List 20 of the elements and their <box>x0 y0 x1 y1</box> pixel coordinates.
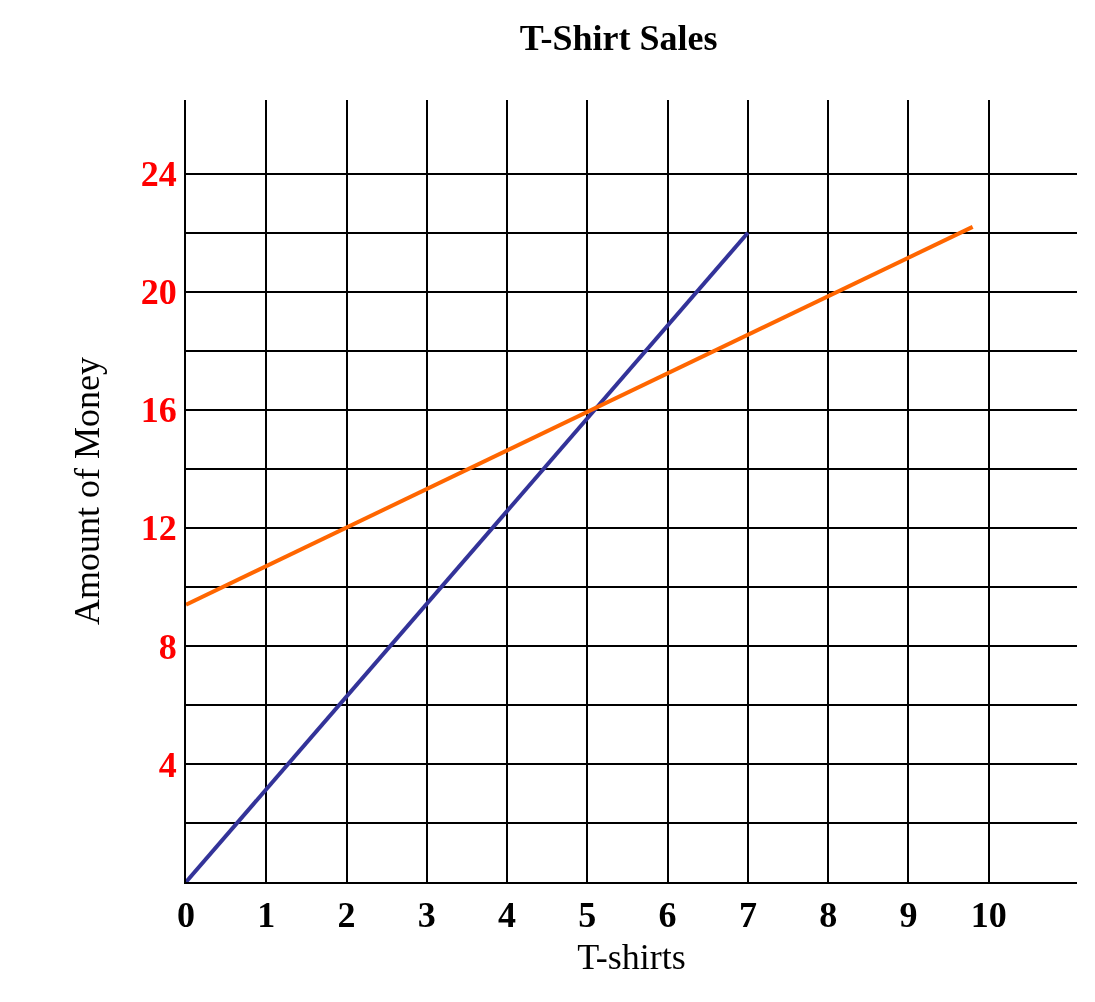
x-tick-label: 1 <box>257 895 276 936</box>
x-axis-title: T-shirts <box>577 937 686 978</box>
y-tick-label: 24 <box>140 154 177 195</box>
y-tick-label: 8 <box>158 626 177 667</box>
x-tick-label: 3 <box>417 895 436 936</box>
x-tick-label: 0 <box>177 895 195 936</box>
x-tick-label: 5 <box>578 895 597 936</box>
x-tick-label: 4 <box>498 895 517 936</box>
x-tick-label: 6 <box>658 895 677 936</box>
chart-title: T-Shirt Sales <box>519 18 718 59</box>
y-tick-label: 20 <box>140 272 177 313</box>
y-tick-label: 4 <box>158 744 177 785</box>
y-tick-label: 16 <box>140 390 177 431</box>
y-tick-label: 12 <box>140 508 177 549</box>
x-tick-label: 2 <box>337 895 356 936</box>
x-tick-label: 7 <box>738 895 757 936</box>
x-tick-label: 9 <box>899 895 918 936</box>
y-axis-title: Amount of Money <box>67 357 108 625</box>
x-tick-label: 8 <box>819 895 838 936</box>
x-tick-label: 10 <box>970 895 1007 936</box>
